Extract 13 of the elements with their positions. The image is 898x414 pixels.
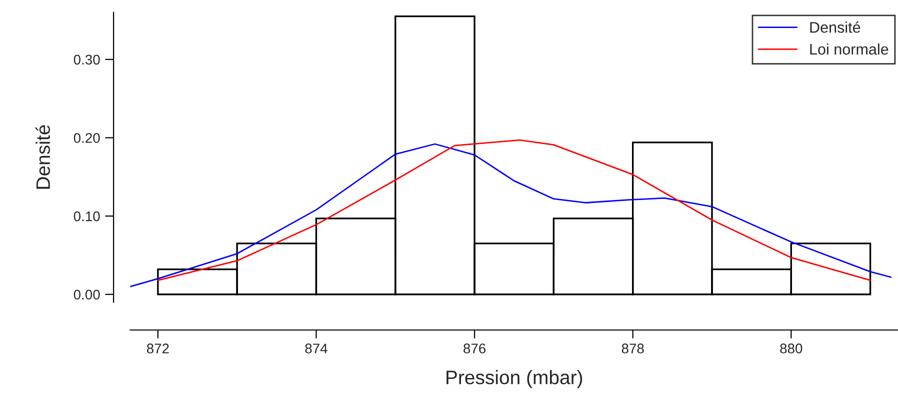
legend-label: Densité xyxy=(810,21,860,33)
y-tick-label: 0.00 xyxy=(74,290,100,300)
x-axis-title: Pression (mbar) xyxy=(446,370,582,388)
x-tick-label: 872 xyxy=(146,344,169,354)
y-tick-label: 0.30 xyxy=(74,54,100,65)
y-tick-label: 0.20 xyxy=(74,133,100,143)
legend-label: Loi normale xyxy=(810,43,888,55)
x-tick-label: 874 xyxy=(305,344,328,354)
x-tick-label: 880 xyxy=(780,344,802,354)
y-axis-title: Densité xyxy=(36,125,50,189)
x-tick-label: 878 xyxy=(622,344,644,354)
x-tick-label: 876 xyxy=(464,344,486,354)
y-tick-label: 0.10 xyxy=(74,211,100,222)
